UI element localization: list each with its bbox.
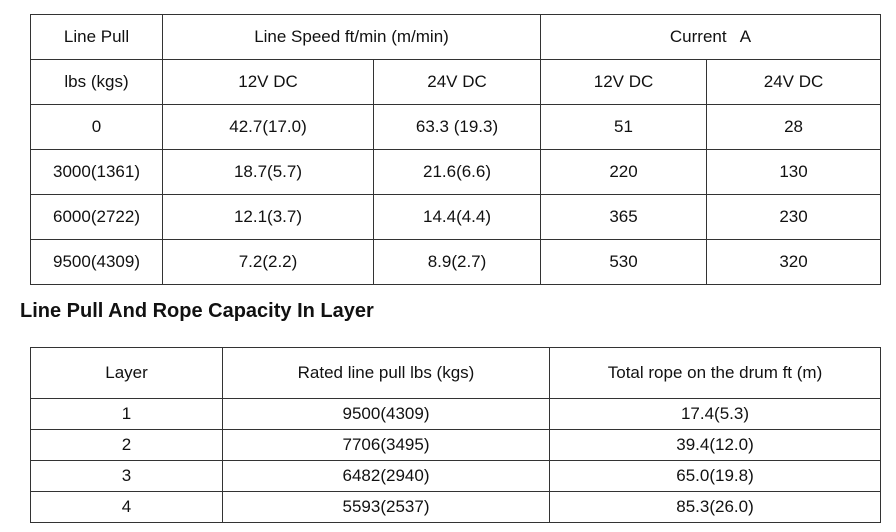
table-cell: Layer: [30, 347, 223, 399]
table-row: Layer Rated line pull lbs (kgs) Total rope…: [30, 347, 881, 399]
table-cell: 42.7(17.0): [162, 104, 374, 150]
table-cell: 6482(2940): [222, 460, 550, 492]
table-cell: 24V DC: [706, 59, 882, 105]
table-cell: Current A: [540, 14, 882, 60]
table-cell: 85.3(26.0): [549, 491, 881, 523]
table-cell: 8.9(2.7): [372, 239, 542, 285]
speed-current-table: Line Pull Line Speed ft/min (m/min) Curren…: [30, 14, 882, 285]
table-cell: 320: [706, 239, 882, 285]
table-cell: 14.4(4.4): [372, 194, 542, 240]
table-cell: 51: [540, 104, 708, 150]
table-cell: 12V DC: [540, 59, 708, 105]
table-cell: 39.4(12.0): [549, 429, 881, 461]
table-cell: 63.3 (19.3): [372, 104, 542, 150]
table-cell: 7.2(2.2): [162, 239, 374, 285]
table-row: Line Pull Line Speed ft/min (m/min) Curren…: [30, 14, 882, 60]
table-cell: 2: [30, 429, 223, 461]
table-cell: 365: [540, 194, 708, 240]
table-cell: 4: [30, 491, 223, 523]
table-cell: 28: [706, 104, 882, 150]
table-cell: 12V DC: [162, 59, 374, 105]
table-row: 3 6482(2940) 65.0(19.8): [30, 460, 881, 492]
table-row: 9500(4309) 7.2(2.2) 8.9(2.7) 530 320: [30, 239, 882, 285]
table-row: 3000(1361) 18.7(5.7) 21.6(6.6) 220 130: [30, 149, 882, 195]
table-cell: Line Speed ft/min (m/min): [161, 14, 542, 60]
table-cell: 24V DC: [372, 59, 542, 105]
table-cell: lbs (kgs): [30, 59, 163, 105]
table-row: 2 7706(3495) 39.4(12.0): [30, 429, 881, 461]
table-cell: 65.0(19.8): [549, 460, 881, 492]
table-cell: 18.7(5.7): [162, 149, 374, 195]
table-cell: 530: [540, 239, 708, 285]
table-cell: Rated line pull lbs (kgs): [222, 347, 550, 399]
table-cell: 6000(2722): [30, 194, 163, 240]
table-row: lbs (kgs) 12V DC 24V DC 12V DC 24V DC: [30, 59, 882, 105]
table-cell: 9500(4309): [30, 239, 163, 285]
table-cell: 5593(2537): [222, 491, 550, 523]
table-cell: 3: [30, 460, 223, 492]
table-cell: 130: [706, 149, 882, 195]
table-cell: 3000(1361): [30, 149, 163, 195]
table-cell: 21.6(6.6): [372, 149, 542, 195]
table-row: 6000(2722) 12.1(3.7) 14.4(4.4) 365 230: [30, 194, 882, 240]
table-cell: 220: [540, 149, 708, 195]
table-cell: 0: [30, 104, 163, 150]
table-cell: 17.4(5.3): [549, 398, 881, 430]
table-cell: Total rope on the drum ft (m): [549, 347, 881, 399]
table-cell: Line Pull: [30, 14, 163, 60]
section-heading: Line Pull And Rope Capacity In Layer: [20, 300, 374, 322]
layer-table: Layer Rated line pull lbs (kgs) Total rope…: [30, 347, 881, 523]
table-cell: 9500(4309): [222, 398, 550, 430]
table-cell: 230: [706, 194, 882, 240]
table-row: 1 9500(4309) 17.4(5.3): [30, 398, 881, 430]
table-cell: 12.1(3.7): [162, 194, 374, 240]
table-row: 0 42.7(17.0) 63.3 (19.3) 51 28: [30, 104, 882, 150]
table-cell: 7706(3495): [222, 429, 550, 461]
table-cell: 1: [30, 398, 223, 430]
table-row: 4 5593(2537) 85.3(26.0): [30, 491, 881, 523]
